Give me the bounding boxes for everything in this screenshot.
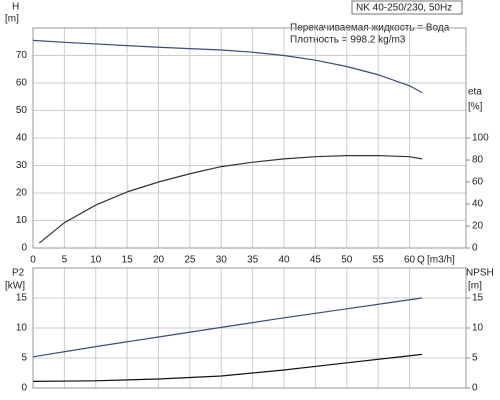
curve xyxy=(32,297,423,358)
y2-tick-label: 0 xyxy=(472,383,478,394)
x-tick-label: 60 xyxy=(404,255,416,266)
x-tick-label: 30 xyxy=(216,255,228,266)
y2-axis-label: eta xyxy=(468,87,482,98)
curve xyxy=(32,353,423,382)
y-tick-label: 60 xyxy=(16,78,28,89)
y2-tick-label: 60 xyxy=(472,177,484,188)
y-tick-label: 20 xyxy=(16,188,28,199)
y-tick-label: 10 xyxy=(16,323,28,334)
y2-axis-label: NPSH xyxy=(466,268,494,279)
y2-tick-label: 80 xyxy=(472,155,484,166)
y2-axis-unit: [m] xyxy=(468,281,482,292)
y-axis-unit: [kW] xyxy=(5,281,25,292)
y2-tick-label: 20 xyxy=(472,221,484,232)
y2-axis-unit: [%] xyxy=(468,102,483,113)
title-box xyxy=(351,0,463,15)
y-tick-label: 30 xyxy=(16,160,28,171)
x-tick-label: 0 xyxy=(30,255,36,266)
curve xyxy=(38,155,423,244)
x-axis-unit: [m3/h] xyxy=(427,255,455,266)
x-axis-label: Q xyxy=(417,255,425,266)
y2-tick-label: 0 xyxy=(472,243,478,254)
x-tick-label: 20 xyxy=(153,255,165,266)
y-axis-label: P2 xyxy=(12,268,25,279)
x-tick-label: 25 xyxy=(184,255,196,266)
x-tick-label: 45 xyxy=(310,255,322,266)
x-tick-label: 35 xyxy=(247,255,259,266)
y-tick-label: 0 xyxy=(21,383,27,394)
y-tick-label: 5 xyxy=(21,353,27,364)
y-tick-label: 10 xyxy=(16,215,28,226)
y2-tick-label: 40 xyxy=(472,199,484,210)
y2-tick-label: 15 xyxy=(472,293,484,304)
y-tick-label: 70 xyxy=(16,50,28,61)
x-tick-label: 40 xyxy=(278,255,290,266)
y-axis-unit: [m] xyxy=(5,14,19,25)
y-tick-label: 15 xyxy=(16,293,28,304)
y2-tick-label: 5 xyxy=(472,353,478,364)
title: NK 40-250/230, 50Hz xyxy=(356,3,452,14)
y2-tick-label: 100 xyxy=(472,133,489,144)
annotation: Плотность = 998.2 kg/m3 xyxy=(290,35,406,46)
curve xyxy=(32,39,423,94)
y-tick-label: 0 xyxy=(21,243,27,254)
x-tick-label: 10 xyxy=(90,255,102,266)
y-tick-label: 40 xyxy=(16,133,28,144)
x-tick-label: 55 xyxy=(373,255,385,266)
x-tick-label: 5 xyxy=(62,255,68,266)
plot-frame xyxy=(32,27,467,249)
x-tick-label: 15 xyxy=(122,255,134,266)
x-tick-label: 50 xyxy=(341,255,353,266)
y-axis-label: H xyxy=(12,2,19,13)
plot-frame xyxy=(32,267,467,389)
y2-tick-label: 10 xyxy=(472,323,484,334)
y-tick-label: 50 xyxy=(16,105,28,116)
